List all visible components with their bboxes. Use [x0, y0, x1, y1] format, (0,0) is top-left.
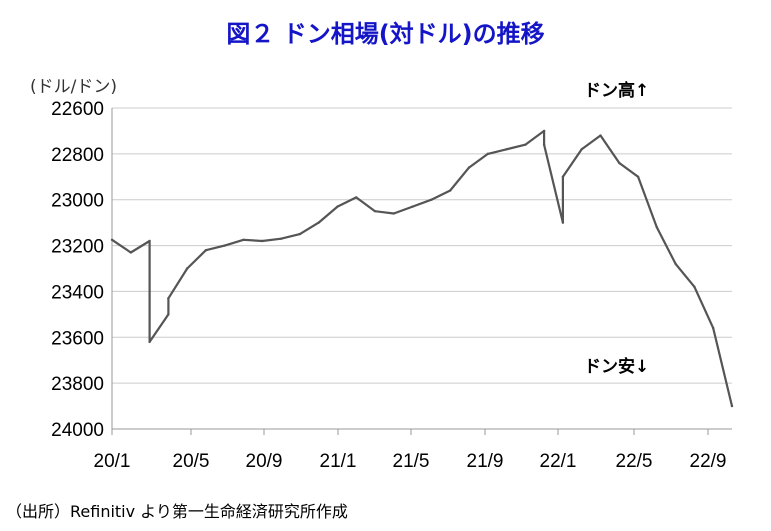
data-point — [167, 313, 170, 316]
data-point — [373, 209, 377, 213]
y-tick-label: 23200 — [51, 237, 104, 258]
data-point — [655, 226, 659, 229]
y-tick-label: 23000 — [51, 191, 104, 212]
data-point — [712, 326, 715, 330]
data-point — [599, 134, 602, 137]
data-point — [730, 404, 734, 408]
data-point — [223, 244, 226, 247]
y-axis-unit-label: (ドル/ドン) — [30, 77, 117, 97]
chart-title: 図２ ドン相場(対ドル)の推移 — [226, 20, 545, 48]
data-point — [542, 143, 546, 146]
annotation-dong-strong: ドン高↑ — [584, 80, 649, 101]
data-point — [561, 175, 565, 178]
x-tick-label: 22/9 — [690, 451, 727, 472]
y-axis-ticks: 22600 22800 23000 23200 23400 23600 23800 24000 — [51, 99, 104, 441]
y-tick-label: 23400 — [51, 282, 104, 303]
data-point — [148, 239, 151, 243]
grid-lines — [112, 107, 732, 430]
y-tick-label: 24000 — [51, 420, 104, 441]
x-axis-ticks: 20/1 20/5 20/9 21/1 21/5 21/9 22/1 22/5 22/9 — [94, 429, 727, 472]
y-tick-label: 23600 — [51, 328, 104, 349]
data-point — [561, 221, 565, 224]
data-point — [580, 148, 583, 151]
x-tick-label: 20/5 — [173, 451, 210, 472]
series-line-vnd-usd — [111, 129, 734, 407]
x-tick-label: 20/1 — [94, 451, 131, 472]
data-point — [110, 238, 114, 242]
data-point — [524, 143, 527, 146]
data-point — [542, 129, 546, 133]
axes — [111, 108, 732, 430]
data-point — [185, 267, 189, 270]
data-point — [129, 251, 132, 254]
y-tick-label: 22800 — [51, 145, 104, 166]
x-tick-label: 22/5 — [616, 451, 653, 472]
x-tick-label: 21/1 — [320, 451, 357, 472]
data-point — [261, 239, 264, 243]
data-point — [317, 221, 320, 224]
data-point — [392, 212, 396, 215]
data-point — [467, 166, 471, 169]
data-point — [636, 175, 640, 178]
data-point — [505, 148, 508, 151]
source-note: （出所）Refinitiv より第一生命経済研究所作成 — [6, 502, 348, 521]
x-tick-label: 20/9 — [246, 451, 283, 472]
data-point — [242, 238, 245, 242]
y-tick-label: 22600 — [51, 99, 104, 120]
data-point — [298, 232, 302, 236]
x-tick-label: 22/1 — [540, 451, 577, 472]
data-point — [411, 205, 414, 208]
data-point — [336, 205, 339, 208]
annotation-dong-weak: ドン安↓ — [584, 356, 649, 377]
data-point — [448, 189, 452, 192]
series-group — [110, 129, 734, 408]
data-point — [355, 196, 358, 199]
data-point — [167, 297, 170, 300]
data-point — [486, 152, 489, 156]
data-point — [148, 340, 151, 344]
data-point — [279, 237, 283, 240]
x-tick-label: 21/5 — [393, 451, 430, 472]
data-point — [204, 248, 208, 252]
data-point — [674, 262, 677, 266]
x-tick-label: 21/9 — [467, 451, 504, 472]
data-point — [693, 285, 696, 289]
data-point — [430, 198, 433, 201]
data-point — [618, 161, 621, 165]
y-tick-label: 23800 — [51, 374, 104, 395]
